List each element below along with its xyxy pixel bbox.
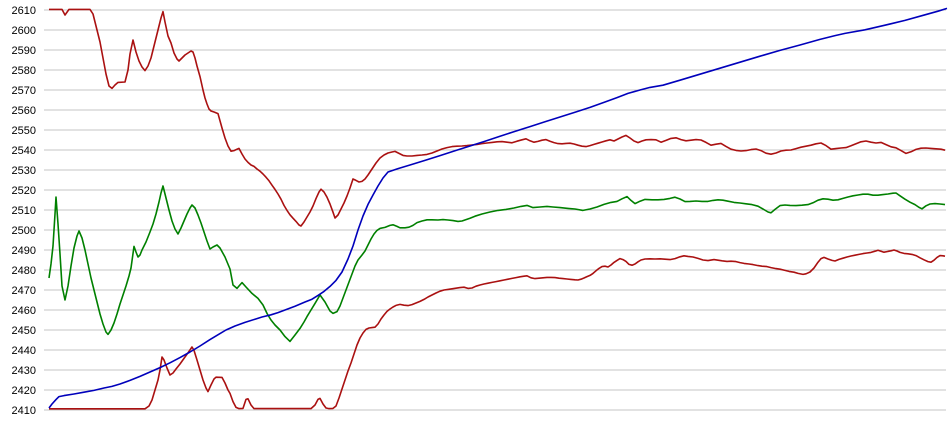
gridlines [44,9,946,411]
y-axis-label: 2540 [12,145,36,157]
y-axis-label: 2500 [12,225,36,237]
series-blue-line [48,7,948,409]
y-axis-label: 2600 [12,25,36,37]
y-axis-label: 2460 [12,305,36,317]
y-axis-label: 2610 [12,5,36,17]
y-axis-label: 2440 [12,345,36,357]
series-lower-red-line [49,249,946,410]
y-axis-label: 2520 [12,185,36,197]
y-axis-label: 2510 [12,205,36,217]
y-axis-label: 2480 [12,265,36,277]
series-upper-red-line [49,8,946,227]
y-axis-label: 2430 [12,365,36,377]
y-axis-label: 2550 [12,125,36,137]
y-axis-label: 2420 [12,385,36,397]
y-axis-label: 2450 [12,325,36,337]
y-axis-label: 2580 [12,65,36,77]
y-axis-label: 2560 [12,105,36,117]
y-axis-label: 2410 [12,405,36,417]
series-lines [48,7,948,410]
y-axis-label: 2590 [12,45,36,57]
y-axis-label: 2570 [12,85,36,97]
y-axis-label: 2530 [12,165,36,177]
y-axis-label: 2490 [12,245,36,257]
y-axis-label: 2470 [12,285,36,297]
series-green-line [48,185,946,343]
y-axis-labels: 2610 2600 2590 2580 2570 2560 2550 2540 2530 2520… [12,5,36,417]
